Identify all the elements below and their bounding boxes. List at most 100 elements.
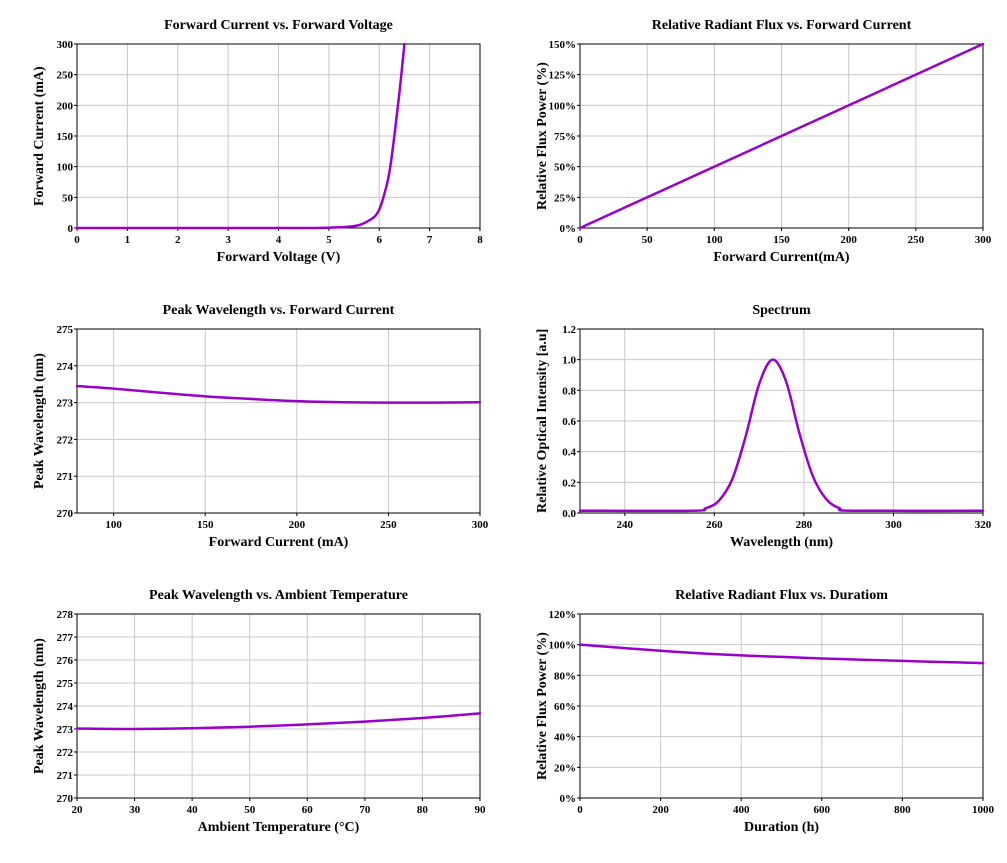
chart-svg: 0 50 100 150 200 250 300 0% 25% 50% 75% 100% 125% 150… — [549, 39, 992, 246]
x-tick-label: 0 — [577, 234, 583, 246]
series-line — [578, 42, 985, 230]
y-tick-label: 0.6 — [562, 416, 576, 428]
x-tick-label: 40 — [187, 804, 199, 816]
x-tick-label: 250 — [908, 234, 925, 246]
y-tick-label: 100 — [57, 162, 74, 174]
x-tick-label: 80 — [417, 804, 429, 816]
x-tick-label: 150 — [197, 519, 214, 531]
y-tick-label: 20% — [554, 762, 576, 774]
chart-svg: 0 200 400 600 800 1000 0% 20% 40% 60% 80% 100% 120% — [549, 609, 995, 816]
y-tick-label: 271 — [57, 471, 74, 483]
y-tick-label: 277 — [57, 632, 74, 644]
series-line — [578, 643, 985, 665]
y-tick-label: 274 — [57, 361, 74, 373]
x-tick-label: 5 — [326, 234, 332, 246]
grid — [77, 328, 481, 514]
x-tick-label: 6 — [377, 234, 383, 246]
y-tick-label: 274 — [57, 701, 74, 713]
y-tick-label: 275 — [57, 678, 74, 690]
y-tick-label: 125% — [549, 70, 577, 82]
x-tick-label: 100 — [105, 519, 122, 531]
x-tick-label: 100 — [706, 234, 723, 246]
chart-forward-current: Forward Current vs. Forward Voltage 0 1 2 3 4… — [0, 0, 500, 285]
y-tick-label: 278 — [57, 609, 74, 621]
grid — [579, 613, 984, 799]
y-tick-label: 300 — [57, 39, 74, 51]
x-axis-label: Forward Voltage (V) — [216, 250, 341, 265]
x-axis-label: Forward Current(mA) — [713, 250, 850, 265]
y-tick-label: 60% — [554, 701, 576, 713]
x-tick-label: 200 — [289, 519, 306, 531]
chart-radiant-flux-current: Relative Radiant Flux vs. Forward Curren… — [503, 0, 1003, 285]
y-tick-label: 50% — [554, 162, 576, 174]
chart-title: Relative Radiant Flux vs. Forward Curren… — [651, 18, 912, 33]
y-tick-label: 272 — [57, 747, 74, 759]
chart-svg: 20 30 40 50 60 70 80 90 270 271 272 273 274 275 276 277… — [57, 609, 487, 816]
x-tick-label: 7 — [427, 234, 433, 246]
grid — [76, 43, 481, 229]
y-tick-label: 275 — [57, 324, 74, 336]
chart-title: Relative Radiant Flux vs. Duratiom — [675, 588, 888, 603]
y-tick-label: 0.0 — [562, 508, 576, 520]
y-tick-label: 75% — [554, 131, 576, 143]
chart-title: Spectrum — [752, 303, 811, 318]
x-tick-label: 50 — [244, 804, 256, 816]
y-axis-label: Peak Wavelength (nm) — [32, 353, 47, 489]
y-tick-label: 0.8 — [562, 385, 576, 397]
y-tick-label: 25% — [554, 192, 576, 204]
chart-peak-wavelength-temperature: Peak Wavelength vs. Ambient Temperature 2… — [0, 570, 500, 855]
x-tick-label: 300 — [472, 519, 489, 531]
x-tick-label: 4 — [276, 234, 282, 246]
y-axis-label: Forward Current (mA) — [32, 66, 47, 206]
grid — [580, 328, 984, 514]
chart-title: Peak Wavelength vs. Ambient Temperature — [149, 588, 408, 603]
y-tick-label: 273 — [57, 724, 74, 736]
x-tick-label: 800 — [894, 804, 911, 816]
x-tick-label: 150 — [773, 234, 790, 246]
x-tick-label: 20 — [72, 804, 84, 816]
x-tick-label: 0 — [74, 234, 80, 246]
x-axis-label: Ambient Temperature (°C) — [197, 820, 360, 835]
grid — [76, 613, 481, 799]
y-tick-label: 271 — [57, 770, 74, 782]
x-tick-label: 260 — [706, 519, 723, 531]
x-tick-label: 2 — [175, 234, 181, 246]
x-tick-label: 250 — [380, 519, 397, 531]
y-tick-label: 270 — [57, 793, 74, 805]
x-tick-label: 200 — [840, 234, 857, 246]
chart-peak-wavelength-current: Peak Wavelength vs. Forward Current 100 15… — [0, 285, 500, 570]
series-line — [75, 384, 482, 404]
y-axis-label: Peak Wavelength (nm) — [32, 638, 47, 774]
x-tick-label: 320 — [975, 519, 992, 531]
y-tick-label: 200 — [57, 100, 74, 112]
y-tick-label: 276 — [57, 655, 74, 667]
y-tick-label: 0.4 — [562, 447, 576, 459]
y-tick-label: 0% — [560, 223, 577, 235]
y-tick-label: 100% — [549, 100, 577, 112]
y-tick-label: 250 — [57, 70, 74, 82]
y-axis-label: Relative Flux Power (%) — [535, 632, 550, 780]
chart-radiant-flux-duration: Relative Radiant Flux vs. Duratiom 0 200 40… — [503, 570, 1003, 855]
y-tick-label: 1.0 — [562, 355, 576, 367]
y-tick-label: 150% — [549, 39, 577, 51]
x-tick-label: 70 — [359, 804, 371, 816]
plot-frame — [76, 328, 481, 514]
series-line — [75, 712, 482, 731]
y-tick-label: 80% — [554, 670, 576, 682]
x-tick-label: 90 — [475, 804, 487, 816]
x-tick-label: 60 — [302, 804, 314, 816]
y-tick-label: 150 — [57, 131, 74, 143]
chart-spectrum: Spectrum 240 260 280 300 320 0.0 0.2 0.4 0.6 0.8 1.… — [503, 285, 1003, 570]
x-tick-label: 280 — [796, 519, 813, 531]
y-tick-label: 0.2 — [562, 477, 576, 489]
y-tick-label: 273 — [57, 398, 74, 410]
x-tick-label: 400 — [733, 804, 750, 816]
x-tick-label: 200 — [652, 804, 669, 816]
y-tick-label: 100% — [549, 640, 577, 652]
y-axis-label: Relative Flux Power (%) — [535, 62, 550, 210]
x-tick-label: 1 — [125, 234, 131, 246]
x-tick-label: 300 — [885, 519, 902, 531]
x-tick-label: 600 — [814, 804, 831, 816]
x-tick-label: 30 — [129, 804, 141, 816]
